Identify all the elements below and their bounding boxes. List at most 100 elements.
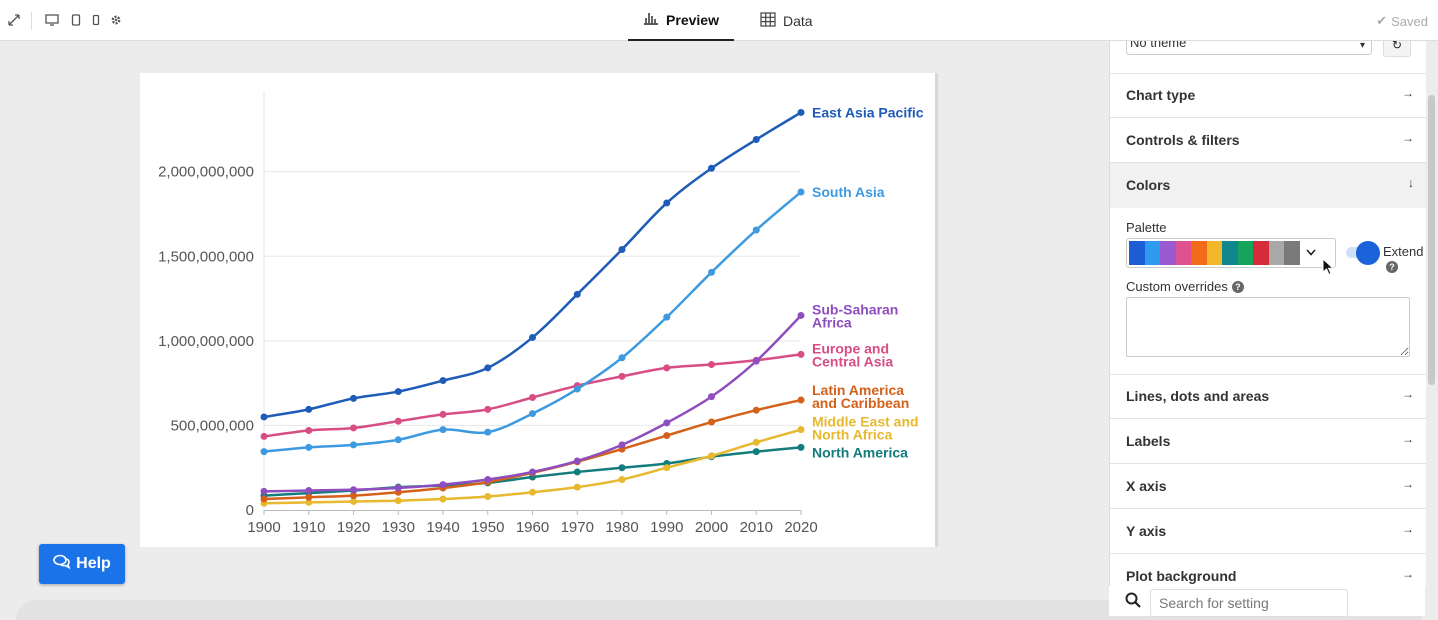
help-button[interactable]: Help xyxy=(39,544,125,584)
palette-select[interactable] xyxy=(1126,238,1336,268)
mouse-cursor-icon xyxy=(1322,258,1334,276)
palette-swatch xyxy=(1268,241,1284,265)
section-x-axis[interactable]: X axis → xyxy=(1110,464,1426,509)
data-point xyxy=(529,488,536,496)
refresh-theme-button[interactable]: ↻ xyxy=(1383,41,1411,57)
tab-data-label: Data xyxy=(783,12,813,29)
extend-label: Extend xyxy=(1383,244,1424,259)
overrides-label: Custom overrides xyxy=(1126,279,1228,294)
data-point xyxy=(797,188,805,196)
x-tick-label: 1910 xyxy=(292,519,325,536)
data-point xyxy=(797,350,805,358)
section-plot-background[interactable]: Plot background → xyxy=(1110,554,1426,586)
desktop-icon[interactable] xyxy=(44,12,60,28)
data-point xyxy=(663,432,671,440)
toolbar-divider xyxy=(31,12,32,30)
custom-overrides-input[interactable] xyxy=(1126,297,1410,357)
series-label-line: North Africa xyxy=(812,427,893,443)
arrow-right-icon: → xyxy=(1402,567,1414,581)
section-y-axis[interactable]: Y axis → xyxy=(1110,509,1426,554)
data-point xyxy=(350,441,357,449)
y-tick-label: 1,500,000,000 xyxy=(158,248,254,265)
palette-swatches xyxy=(1129,241,1300,265)
chevron-down-icon xyxy=(1305,247,1316,259)
line-chart: 0 500,000,000 1,000,000,000 1,500,000,000 2,… xyxy=(158,91,924,536)
series-label-line: Latin America xyxy=(812,382,904,398)
help-icon[interactable]: ? xyxy=(1386,261,1398,273)
x-tick-label: 2000 xyxy=(695,519,728,536)
data-point xyxy=(350,394,357,402)
x-tick-label: 1930 xyxy=(382,519,415,536)
section-chart-type[interactable]: Chart type → xyxy=(1110,73,1426,118)
search-input[interactable] xyxy=(1150,589,1348,617)
tab-data[interactable]: Data xyxy=(760,0,813,41)
series-label-line: and Caribbean xyxy=(812,395,909,411)
section-label: Plot background xyxy=(1126,568,1237,584)
data-point xyxy=(708,418,715,426)
chat-icon xyxy=(53,554,71,575)
palette-swatch xyxy=(1144,241,1160,265)
series-label-line: Africa xyxy=(812,314,852,330)
data-point xyxy=(752,226,760,234)
data-point xyxy=(260,487,268,495)
section-label: Colors xyxy=(1126,177,1171,193)
data-point xyxy=(573,483,581,491)
saved-status: ✔ Saved xyxy=(1376,13,1428,29)
y-tick-label: 0 xyxy=(246,502,254,519)
panel-scrollbar[interactable] xyxy=(1428,95,1435,385)
section-label: X axis xyxy=(1126,478,1167,494)
section-labels[interactable]: Labels → xyxy=(1110,419,1426,464)
data-point xyxy=(260,432,268,440)
mobile-icon[interactable] xyxy=(88,12,104,28)
data-point xyxy=(752,406,760,414)
data-point xyxy=(663,464,671,472)
data-point xyxy=(305,493,313,501)
palette-swatch xyxy=(1191,241,1207,265)
expand-icon[interactable] xyxy=(6,12,22,28)
arrow-right-icon: → xyxy=(1402,522,1414,536)
y-tick-label: 500,000,000 xyxy=(171,417,254,434)
theme-select-value: No theme xyxy=(1130,41,1187,50)
arrow-down-icon: ↓ xyxy=(1408,176,1414,190)
settings-search xyxy=(1109,586,1425,617)
section-controls-filters[interactable]: Controls & filters → xyxy=(1110,118,1426,163)
colors-body: Palette Extend ? Custom overrides ? xyxy=(1110,208,1426,375)
chevron-down-icon: ▾ xyxy=(1359,41,1365,51)
palette-swatch xyxy=(1284,241,1300,265)
x-tick-label: 2020 xyxy=(784,519,817,536)
data-point xyxy=(618,476,626,484)
series-label: Europe and Central Asia xyxy=(812,340,893,369)
data-point xyxy=(708,452,715,460)
data-point xyxy=(708,268,715,276)
arrow-right-icon: → xyxy=(1402,477,1414,491)
data-point xyxy=(260,448,268,456)
section-colors[interactable]: Colors ↓ xyxy=(1110,163,1426,208)
data-point xyxy=(305,498,313,506)
saved-label: Saved xyxy=(1391,13,1428,29)
x-tick-label: 1980 xyxy=(605,519,638,536)
data-point xyxy=(752,448,760,456)
tab-preview[interactable]: Preview xyxy=(628,0,734,41)
x-tick-label: 1940 xyxy=(426,519,459,536)
theme-select[interactable]: No theme ▾ xyxy=(1126,41,1372,55)
x-tick-label: 1920 xyxy=(337,519,370,536)
gear-icon[interactable] xyxy=(108,12,124,28)
extend-toggle[interactable] xyxy=(1346,241,1380,265)
settings-panel: No theme ▾ ↻ Chart type → Controls & fil… xyxy=(1109,41,1426,586)
tablet-icon[interactable] xyxy=(68,12,84,28)
data-point xyxy=(752,438,760,446)
series-label-line: Middle East and xyxy=(812,414,919,430)
series-label-line: South Asia xyxy=(812,184,885,200)
data-point xyxy=(663,313,671,321)
x-tick-label: 1950 xyxy=(471,519,504,536)
data-point xyxy=(529,394,536,402)
series-label: Sub-Saharan Africa xyxy=(812,301,898,330)
series-label: South Asia xyxy=(812,184,885,200)
bar-chart-icon xyxy=(643,11,659,28)
help-icon[interactable]: ? xyxy=(1231,280,1244,293)
section-label: Labels xyxy=(1126,433,1171,449)
data-point xyxy=(618,372,626,380)
section-lines-dots-areas[interactable]: Lines, dots and areas → xyxy=(1110,374,1426,419)
data-point xyxy=(484,476,492,484)
top-toolbar: Preview Data ✔ Saved xyxy=(0,0,1438,41)
